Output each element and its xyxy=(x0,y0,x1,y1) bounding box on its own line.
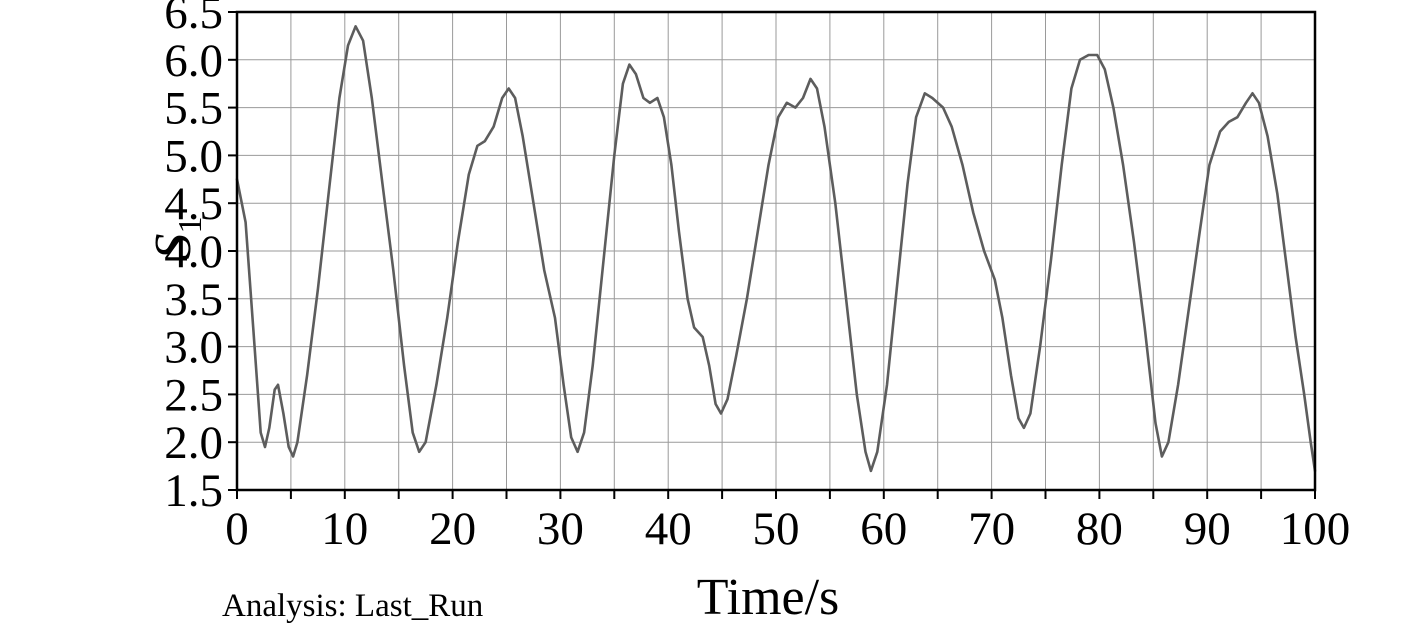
x-tick-label: 80 xyxy=(1076,503,1123,555)
y-axis-title: S1 xyxy=(144,216,210,260)
x-tick-label: 60 xyxy=(860,503,907,555)
y-tick-label: 4.5 xyxy=(164,178,223,230)
x-tick-label: 10 xyxy=(321,503,368,555)
y-tick-label: 2.0 xyxy=(164,417,223,469)
y-tick-label: 6.0 xyxy=(164,35,223,87)
y-tick-label: 5.5 xyxy=(164,83,223,135)
x-tick-label: 0 xyxy=(225,503,249,555)
x-tick-label: 50 xyxy=(753,503,800,555)
x-tick-label: 40 xyxy=(645,503,692,555)
x-tick-label: 90 xyxy=(1184,503,1231,555)
y-tick-label: 1.5 xyxy=(164,465,223,517)
x-tick-label: 20 xyxy=(429,503,476,555)
series-line xyxy=(235,25,1317,473)
y-axis-title-subscript: 1 xyxy=(172,216,210,234)
x-axis-title: Time/s xyxy=(696,569,840,626)
y-tick-label: 6.5 xyxy=(164,0,223,39)
y-tick-label: 3.0 xyxy=(164,322,223,374)
y-axis-title-text: S xyxy=(144,233,202,260)
y-tick-label: 3.5 xyxy=(164,274,223,326)
y-tick-label: 2.5 xyxy=(164,369,223,421)
analysis-caption: Analysis: Last_Run xyxy=(222,588,484,624)
x-tick-label: 30 xyxy=(537,503,584,555)
y-tick-label: 4.0 xyxy=(164,226,223,278)
x-tick-label: 70 xyxy=(968,503,1015,555)
x-tick-label: 100 xyxy=(1280,503,1351,555)
y-tick-label: 5.0 xyxy=(164,130,223,182)
